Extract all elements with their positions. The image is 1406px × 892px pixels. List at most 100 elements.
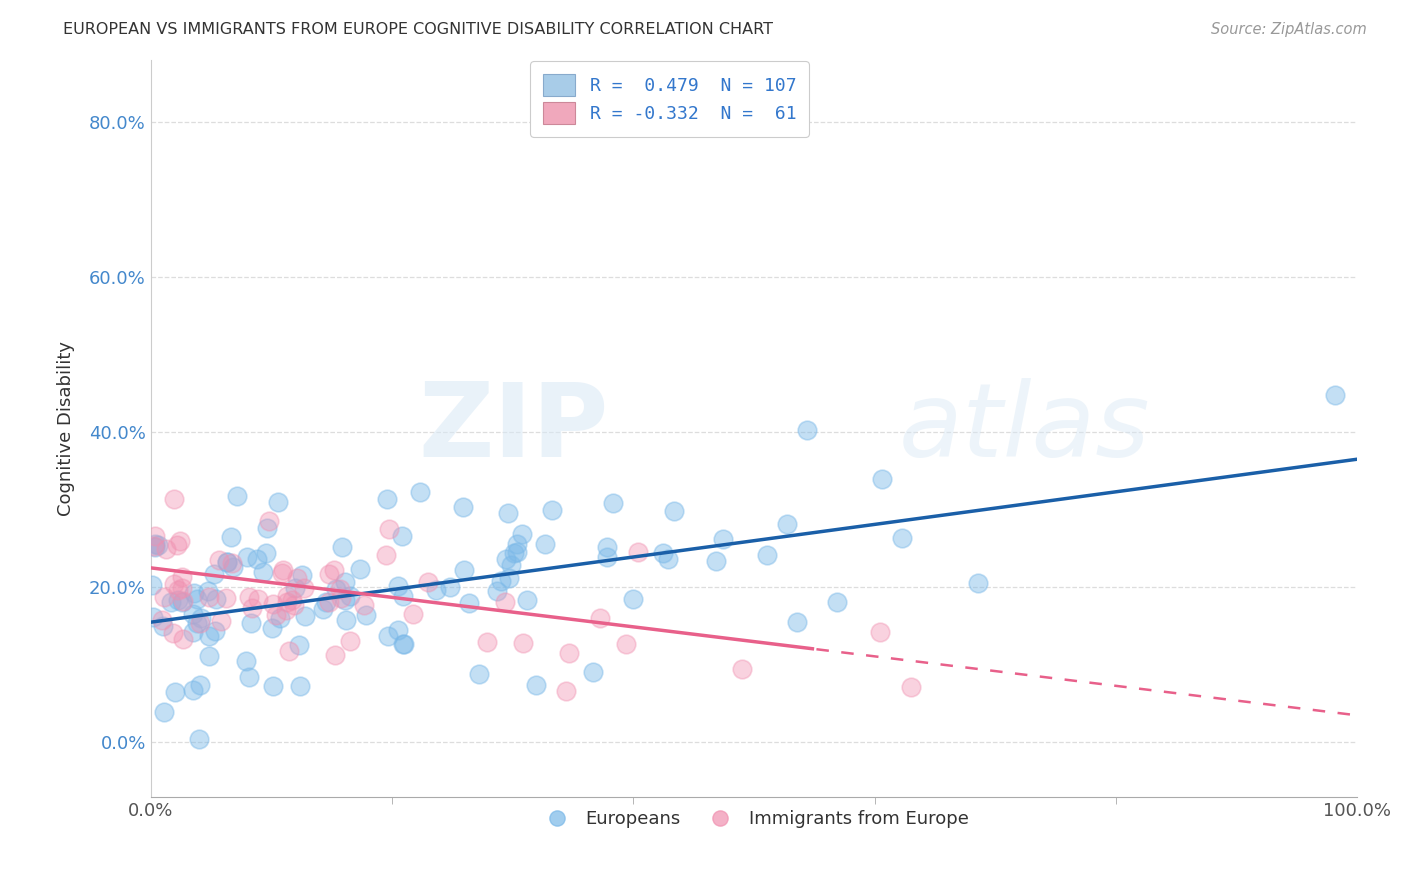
Point bbox=[239, 615, 262, 630]
Point bbox=[503, 546, 526, 560]
Point bbox=[252, 565, 274, 579]
Point bbox=[146, 538, 169, 552]
Point bbox=[266, 495, 288, 509]
Point bbox=[172, 632, 194, 646]
Point bbox=[731, 662, 754, 676]
Point bbox=[439, 580, 461, 594]
Point bbox=[186, 615, 208, 630]
Point bbox=[143, 537, 166, 551]
Point bbox=[329, 582, 352, 596]
Point bbox=[468, 667, 491, 681]
Point bbox=[222, 559, 245, 574]
Point bbox=[900, 681, 922, 695]
Point bbox=[498, 571, 520, 585]
Point bbox=[335, 613, 357, 627]
Point bbox=[181, 682, 204, 697]
Point bbox=[425, 582, 447, 597]
Point bbox=[533, 537, 555, 551]
Point bbox=[190, 616, 212, 631]
Point bbox=[276, 589, 298, 603]
Point bbox=[621, 591, 644, 606]
Point bbox=[284, 581, 307, 595]
Point bbox=[219, 530, 242, 544]
Point bbox=[375, 491, 398, 506]
Point bbox=[391, 589, 413, 603]
Point bbox=[281, 593, 304, 607]
Point bbox=[155, 541, 177, 556]
Point bbox=[153, 705, 176, 719]
Point bbox=[215, 555, 238, 569]
Point bbox=[318, 567, 340, 582]
Text: Source: ZipAtlas.com: Source: ZipAtlas.com bbox=[1211, 22, 1367, 37]
Point bbox=[205, 592, 228, 607]
Point bbox=[662, 504, 685, 518]
Point bbox=[262, 679, 284, 693]
Point bbox=[512, 635, 534, 649]
Point bbox=[627, 545, 650, 559]
Point bbox=[339, 633, 361, 648]
Point bbox=[183, 586, 205, 600]
Point bbox=[288, 638, 311, 652]
Point bbox=[602, 496, 624, 510]
Point bbox=[166, 593, 188, 607]
Text: EUROPEAN VS IMMIGRANTS FROM EUROPE COGNITIVE DISABILITY CORRELATION CHART: EUROPEAN VS IMMIGRANTS FROM EUROPE COGNI… bbox=[63, 22, 773, 37]
Point bbox=[349, 562, 371, 576]
Point bbox=[202, 567, 225, 582]
Point bbox=[402, 607, 425, 622]
Point bbox=[589, 610, 612, 624]
Point bbox=[169, 533, 191, 548]
Point bbox=[554, 684, 576, 698]
Point bbox=[198, 629, 221, 643]
Point bbox=[596, 541, 619, 555]
Point bbox=[215, 591, 238, 605]
Point bbox=[541, 503, 564, 517]
Point bbox=[756, 548, 779, 562]
Point bbox=[323, 562, 346, 576]
Point bbox=[375, 548, 398, 562]
Point bbox=[187, 732, 209, 747]
Point bbox=[498, 506, 520, 520]
Point bbox=[506, 537, 529, 551]
Point bbox=[872, 472, 894, 486]
Point bbox=[262, 597, 284, 611]
Point bbox=[153, 590, 176, 604]
Point bbox=[416, 574, 439, 589]
Point bbox=[163, 491, 186, 506]
Point bbox=[254, 546, 277, 560]
Point bbox=[506, 545, 529, 559]
Point bbox=[225, 489, 247, 503]
Point bbox=[315, 595, 337, 609]
Point bbox=[318, 595, 340, 609]
Point bbox=[235, 654, 257, 668]
Point bbox=[775, 517, 797, 532]
Point bbox=[596, 549, 619, 564]
Y-axis label: Cognitive Disability: Cognitive Disability bbox=[58, 341, 75, 516]
Point bbox=[264, 608, 287, 623]
Point bbox=[1324, 388, 1347, 402]
Point bbox=[238, 590, 260, 604]
Text: atlas: atlas bbox=[898, 378, 1150, 478]
Point bbox=[269, 611, 291, 625]
Point bbox=[475, 635, 498, 649]
Point bbox=[501, 558, 523, 572]
Point bbox=[198, 648, 221, 663]
Point bbox=[143, 529, 166, 543]
Point bbox=[240, 601, 263, 615]
Point bbox=[277, 644, 299, 658]
Point bbox=[172, 595, 194, 609]
Point bbox=[259, 515, 281, 529]
Point bbox=[354, 607, 377, 622]
Point bbox=[170, 570, 193, 584]
Point bbox=[256, 521, 278, 535]
Point bbox=[558, 646, 581, 660]
Point bbox=[271, 566, 294, 580]
Point bbox=[276, 595, 298, 609]
Point bbox=[221, 557, 243, 571]
Point bbox=[311, 601, 333, 615]
Point bbox=[387, 623, 409, 637]
Point bbox=[152, 619, 174, 633]
Point bbox=[238, 670, 260, 684]
Point bbox=[516, 592, 538, 607]
Point bbox=[246, 552, 269, 566]
Point bbox=[967, 575, 990, 590]
